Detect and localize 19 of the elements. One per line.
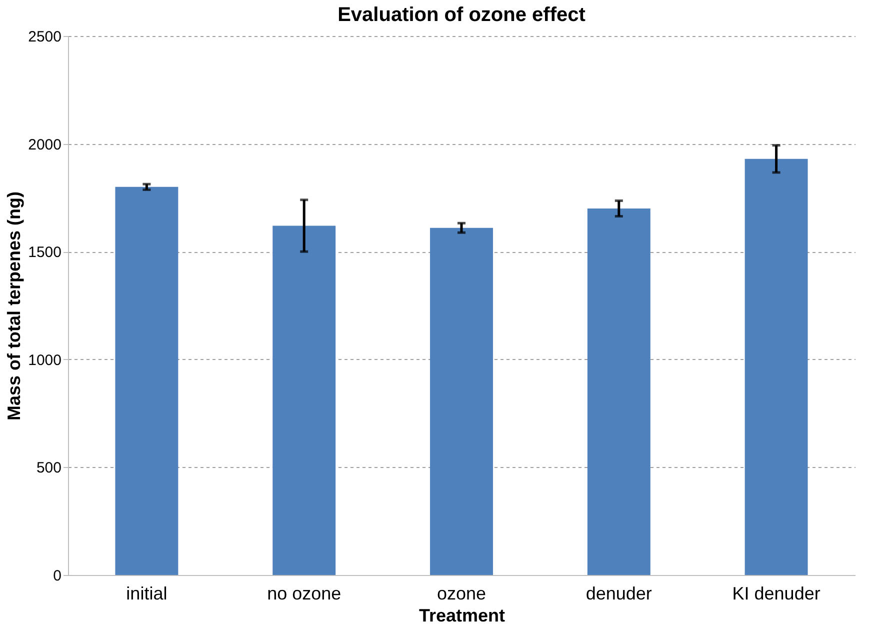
y-tick-label: 2000: [28, 136, 62, 154]
x-tick-label: KI denuder: [732, 584, 820, 604]
y-tick-label: 500: [36, 460, 62, 477]
bar: [272, 226, 336, 575]
x-tick-label: no ozone: [267, 584, 342, 604]
y-tick-label: 1500: [28, 244, 62, 262]
x-tick-label: ozone: [436, 584, 486, 604]
y-tick-label: 0: [53, 568, 62, 584]
y-tick-label: 1000: [28, 352, 62, 369]
y-axis-title: Mass of total terpenes (ng): [4, 191, 24, 421]
bar: [430, 228, 493, 575]
bar: [115, 186, 178, 575]
x-tick-label: denuder: [586, 584, 652, 604]
x-axis-title: Treatment: [418, 606, 506, 626]
bar: [744, 158, 808, 575]
chart-title: Evaluation of ozone effect: [338, 4, 586, 26]
y-tick-label: 2500: [28, 28, 62, 46]
bar: [587, 208, 650, 575]
x-tick-label: initial: [126, 584, 168, 604]
